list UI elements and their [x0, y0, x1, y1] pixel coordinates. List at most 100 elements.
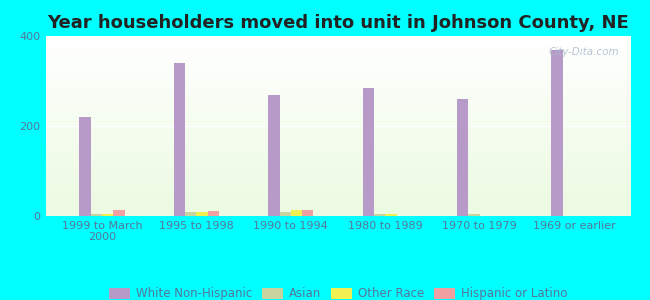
Bar: [46, 127, 630, 128]
Bar: [46, 52, 630, 53]
Bar: [46, 41, 630, 42]
Bar: [46, 114, 630, 115]
Bar: [46, 87, 630, 88]
Bar: [46, 44, 630, 45]
Bar: [46, 126, 630, 127]
Bar: [46, 205, 630, 206]
Bar: [46, 75, 630, 76]
Bar: [46, 92, 630, 93]
Bar: [46, 100, 630, 101]
Bar: [46, 94, 630, 95]
Bar: [46, 117, 630, 118]
Bar: [46, 169, 630, 170]
Bar: [46, 149, 630, 150]
Bar: [46, 157, 630, 158]
Bar: [46, 167, 630, 168]
Bar: [46, 45, 630, 46]
Bar: [46, 140, 630, 141]
Bar: [46, 80, 630, 81]
Bar: [46, 65, 630, 66]
Bar: [46, 145, 630, 146]
Bar: [46, 101, 630, 102]
Bar: [46, 113, 630, 114]
Bar: [46, 182, 630, 183]
Bar: [46, 96, 630, 97]
Bar: [46, 57, 630, 58]
Bar: [280, 212, 291, 216]
Bar: [46, 186, 630, 187]
Bar: [46, 165, 630, 166]
Bar: [46, 175, 630, 176]
Bar: [46, 105, 630, 106]
Bar: [46, 120, 630, 121]
Bar: [46, 61, 630, 62]
Bar: [46, 131, 630, 132]
Bar: [46, 209, 630, 210]
Bar: [46, 204, 630, 205]
Bar: [46, 138, 630, 139]
Bar: [46, 112, 630, 113]
Bar: [46, 40, 630, 41]
Bar: [46, 108, 630, 109]
Bar: [46, 99, 630, 100]
Bar: [46, 180, 630, 181]
Bar: [46, 214, 630, 215]
Bar: [46, 184, 630, 185]
Bar: [46, 168, 630, 169]
Bar: [46, 178, 630, 179]
Bar: [79, 117, 91, 216]
Bar: [46, 74, 630, 75]
Bar: [291, 210, 302, 216]
Bar: [46, 79, 630, 80]
Bar: [46, 163, 630, 164]
Bar: [46, 196, 630, 197]
Bar: [46, 159, 630, 160]
Bar: [46, 181, 630, 182]
Bar: [46, 90, 630, 91]
Bar: [46, 202, 630, 203]
Bar: [46, 49, 630, 50]
Bar: [46, 146, 630, 147]
Bar: [46, 62, 630, 63]
Bar: [46, 37, 630, 38]
Bar: [46, 136, 630, 137]
Bar: [46, 64, 630, 65]
Bar: [46, 86, 630, 87]
Bar: [46, 199, 630, 200]
Bar: [46, 56, 630, 57]
Bar: [46, 185, 630, 186]
Bar: [46, 211, 630, 212]
Bar: [46, 106, 630, 107]
Bar: [46, 91, 630, 92]
Bar: [46, 158, 630, 159]
Bar: [46, 141, 630, 142]
Bar: [374, 214, 385, 216]
Bar: [46, 156, 630, 157]
Bar: [46, 135, 630, 136]
Bar: [46, 150, 630, 151]
Bar: [46, 51, 630, 52]
Bar: [46, 190, 630, 191]
Bar: [46, 192, 630, 193]
Bar: [46, 130, 630, 131]
Bar: [46, 67, 630, 68]
Bar: [46, 161, 630, 162]
Bar: [46, 174, 630, 175]
Bar: [46, 50, 630, 51]
Bar: [46, 195, 630, 196]
Bar: [46, 160, 630, 161]
Bar: [46, 111, 630, 112]
Bar: [46, 143, 630, 144]
Bar: [46, 81, 630, 82]
Bar: [46, 116, 630, 117]
Bar: [457, 99, 468, 216]
Bar: [46, 98, 630, 99]
Bar: [46, 202, 630, 203]
Bar: [46, 144, 630, 145]
Bar: [46, 210, 630, 211]
Bar: [46, 208, 630, 209]
Bar: [46, 128, 630, 129]
Bar: [46, 46, 630, 47]
Bar: [46, 162, 630, 163]
Bar: [46, 54, 630, 55]
